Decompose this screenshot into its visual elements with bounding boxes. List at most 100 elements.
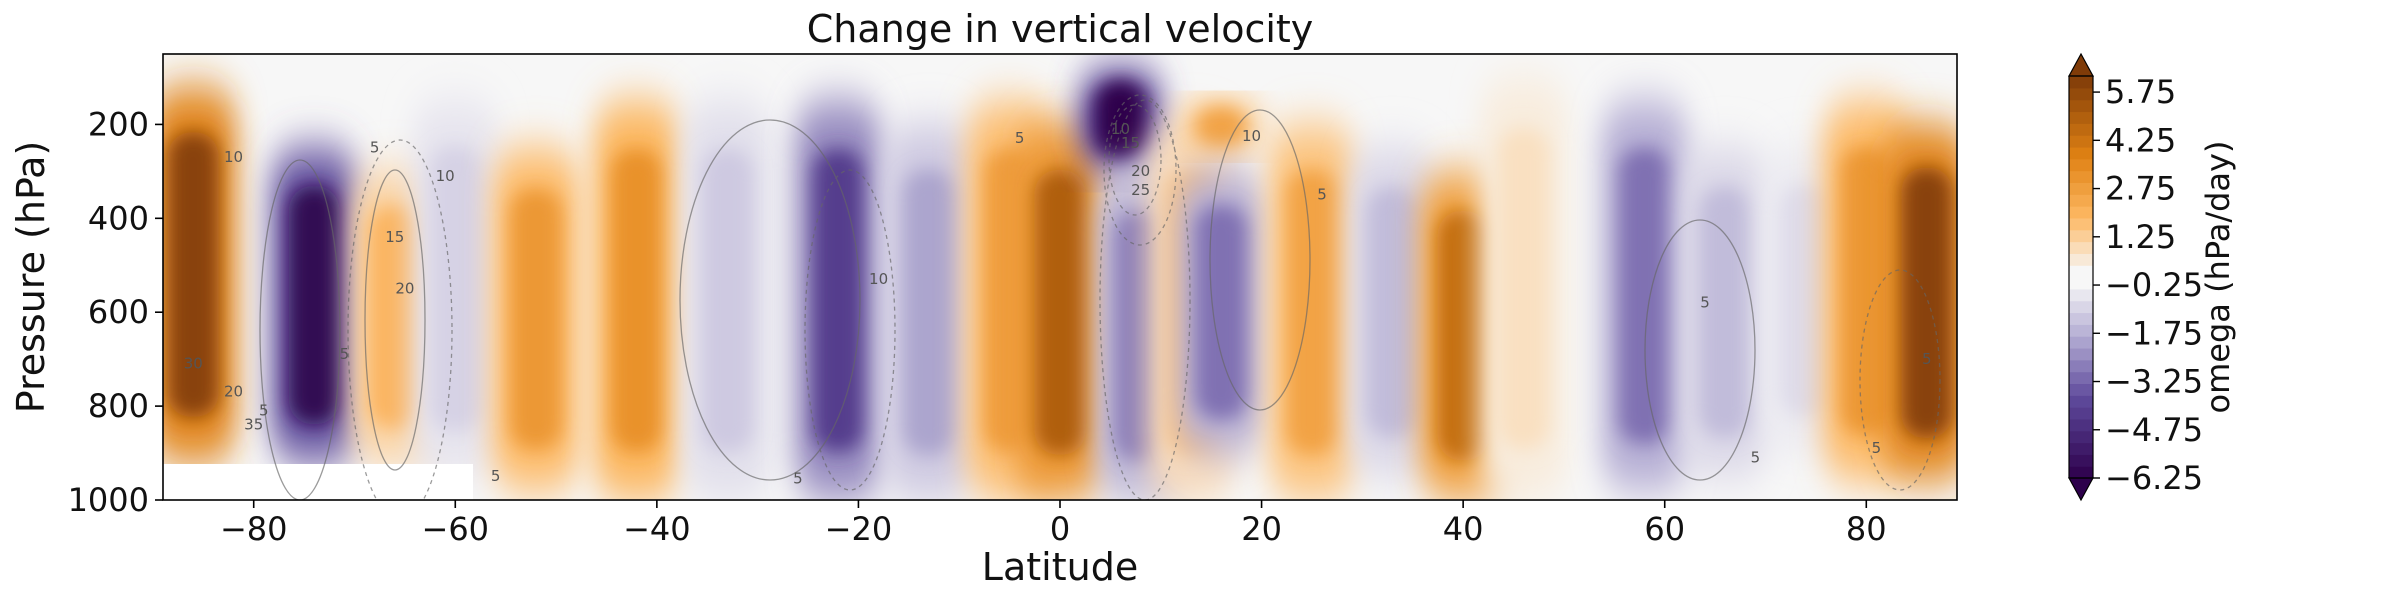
x-tick-label: −80 — [220, 510, 288, 548]
colorbar-segment — [2069, 253, 2093, 266]
contour-line — [1108, 104, 1162, 216]
colorbar-extend-min — [2067, 477, 2095, 502]
colorbar-segment — [2069, 407, 2093, 420]
omega-field — [163, 68, 1957, 500]
contour-label: 5 — [259, 401, 269, 419]
x-tick-label: −40 — [623, 510, 691, 548]
omega-band-core — [1286, 169, 1338, 455]
colorbar-tick-label: 2.75 — [2105, 170, 2176, 208]
omega-band-core — [1034, 169, 1086, 455]
contour-line — [1103, 94, 1177, 246]
colorbar-label: omega (hPa/day) — [2199, 141, 2237, 414]
contour-label: 10 — [1111, 120, 1130, 138]
contour-label: 15 — [385, 228, 404, 246]
colorbar-segment — [2069, 146, 2093, 160]
colorbar-segment — [2069, 76, 2093, 89]
colorbar-segment — [2069, 194, 2093, 207]
colorbar-tick-label: −4.75 — [2105, 411, 2203, 449]
colorbar-segment — [2069, 371, 2093, 385]
colorbar-segment — [2069, 182, 2093, 195]
omega-band-core — [167, 131, 219, 418]
y-tick-label: 800 — [88, 387, 149, 425]
contour-label: 5 — [340, 345, 350, 363]
omega-band-core — [510, 189, 562, 450]
contour-label: 5 — [1751, 448, 1761, 466]
colorbar-tick-label: −6.25 — [2105, 459, 2203, 497]
omega-band-core — [288, 185, 340, 425]
contour-line — [1644, 219, 1756, 481]
colorbar: −6.25 −4.75 −3.25 −1.75 −0.25 1.25 2.75 4.25 5.7… — [2067, 52, 2237, 502]
x-tick-label: −20 — [825, 510, 893, 548]
colorbar-segment — [2069, 395, 2093, 408]
contour-label: 10 — [1242, 127, 1261, 145]
omega-band-core — [1619, 147, 1670, 444]
x-tick-label: 40 — [1443, 510, 1484, 548]
omega-band-core — [429, 146, 481, 432]
colorbar-segment — [2069, 158, 2093, 172]
contour-line — [347, 139, 453, 500]
contour-label: 10 — [224, 148, 243, 166]
contour-label: 5 — [1015, 129, 1025, 147]
contour-lines — [259, 94, 1941, 500]
colorbar-segment — [2069, 241, 2093, 254]
colorbar-segment — [2069, 111, 2093, 124]
omega-band-core — [1699, 187, 1751, 438]
contour-label: 5 — [370, 139, 380, 157]
contour-label: 35 — [244, 416, 263, 434]
y-axis: 200 400 600 800 1000 — [68, 105, 163, 519]
colorbar-segment — [2069, 277, 2093, 290]
x-tick-label: 80 — [1846, 510, 1887, 548]
colorbar-segment — [2069, 312, 2093, 325]
x-axis: −80 −60 −40 −20 0 20 40 60 80 — [220, 500, 1887, 548]
colorbar-segment — [2069, 336, 2093, 349]
contour-label: 20 — [224, 383, 243, 401]
omega-band-core — [702, 148, 753, 453]
contour-label: 10 — [869, 270, 888, 288]
contour-label: 10 — [436, 167, 455, 185]
colorbar-segment — [2069, 99, 2093, 113]
contour-line — [259, 159, 341, 500]
colorbar-segment — [2069, 418, 2093, 432]
contour-label: 5 — [491, 467, 501, 485]
contour-label: 30 — [184, 355, 203, 373]
omega-band-core — [812, 148, 864, 453]
x-tick-label: −60 — [422, 510, 490, 548]
y-tick-label: 1000 — [68, 481, 149, 519]
colorbar-segment — [2069, 123, 2093, 136]
chart-title: Change in vertical velocity — [807, 7, 1314, 51]
omega-band-core — [611, 148, 663, 453]
contour-label: 5 — [793, 470, 803, 488]
colorbar-tick-label: 4.25 — [2105, 121, 2176, 159]
omega-band-core — [1195, 205, 1247, 420]
omega-band-core — [369, 206, 421, 428]
colorbar-extend-max — [2067, 52, 2095, 77]
colorbar-segment — [2069, 135, 2093, 148]
omega-band-core — [1901, 167, 1953, 439]
colorbar-tick-label: −1.75 — [2105, 314, 2203, 352]
omega-band-core — [1498, 128, 1550, 450]
x-tick-label: 0 — [1050, 510, 1070, 548]
contour-line — [1209, 109, 1311, 411]
contour-label: 5 — [1872, 439, 1882, 457]
colorbar-tick-label: −3.25 — [2105, 363, 2203, 401]
colorbar-tick-label: −0.25 — [2105, 266, 2203, 304]
x-tick-label: 60 — [1644, 510, 1685, 548]
colorbar-segment — [2069, 300, 2093, 314]
colorbar-segment — [2069, 466, 2093, 479]
x-axis-label: Latitude — [982, 545, 1138, 589]
omega-band-core — [1437, 210, 1489, 461]
colorbar-segment — [2069, 430, 2093, 444]
contour-line — [1099, 99, 1191, 500]
omega-band-core — [1840, 146, 1892, 436]
colorbar-segment — [2069, 324, 2093, 337]
contour-line — [804, 169, 896, 491]
contour-label: 25 — [1131, 181, 1150, 199]
colorbar-segment — [2069, 454, 2093, 467]
y-axis-label: Pressure (hPa) — [9, 141, 53, 414]
colorbar-segment — [2069, 442, 2093, 455]
colorbar-segment — [2069, 87, 2093, 101]
colorbar-segment — [2069, 217, 2093, 231]
contour-line — [679, 119, 861, 481]
